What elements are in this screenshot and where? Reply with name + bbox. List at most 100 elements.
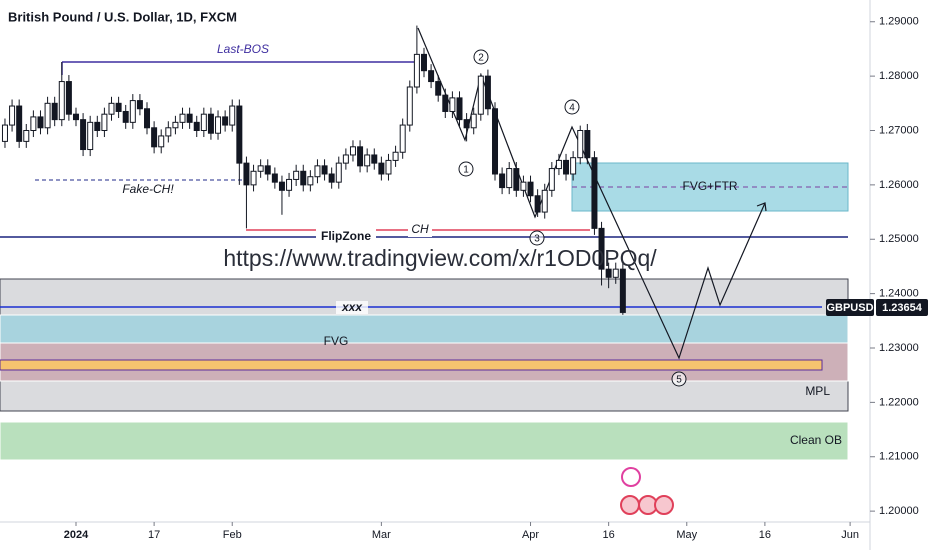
candle-body [492, 108, 499, 175]
label-ch: CH [411, 222, 429, 236]
label-last-bos: Last-BOS [217, 42, 269, 56]
candle-body [619, 268, 626, 313]
candle-body [506, 168, 513, 189]
candle-body [293, 170, 300, 180]
candle-body [243, 162, 250, 186]
candle-body [342, 154, 349, 164]
label-flipzone: FlipZone [321, 229, 371, 243]
candle-body [570, 157, 577, 175]
x-tick-label: Apr [522, 529, 539, 541]
candle-body [591, 157, 598, 229]
candle-body [172, 121, 179, 129]
zone-fvg [0, 314, 849, 344]
candle-body [16, 105, 23, 142]
candle-body [534, 195, 541, 213]
candle-body [300, 170, 307, 186]
last-price-tag [876, 299, 928, 316]
candle-body [158, 135, 165, 148]
candle-body [165, 127, 172, 137]
candle-body [278, 181, 285, 191]
candle-body [72, 113, 79, 121]
candle-body [87, 121, 94, 151]
candle-body [264, 165, 271, 175]
axes: 1.29000 1.28000 1.27000 1.26000 1.25000 1.240… [64, 16, 919, 541]
candle-body [9, 105, 16, 126]
label-xxx: xxx [341, 300, 363, 314]
candle-body [108, 102, 115, 115]
zone-mpl [0, 359, 823, 371]
candle-body [115, 102, 122, 112]
candle-body [420, 53, 427, 72]
candle-body [314, 165, 321, 178]
candle-body [144, 108, 151, 129]
y-tick-label: 1.28000 [879, 70, 919, 82]
candle-body [65, 81, 72, 115]
candle-body [215, 116, 222, 134]
candle-body [527, 181, 534, 197]
candle-body [193, 121, 200, 131]
candle-body [484, 75, 491, 110]
label-fvg-ftr: FVG+FTR [682, 179, 737, 193]
candle-body [222, 116, 229, 126]
candle-body [548, 168, 555, 191]
candle-body [456, 97, 463, 121]
candle-body [428, 70, 435, 83]
label-fake-ch: Fake-CH! [122, 182, 174, 196]
candle-body [385, 159, 392, 175]
symbol-label: GBPUSD [826, 302, 873, 314]
candle-body [463, 119, 470, 129]
candle-body [435, 81, 442, 96]
event-icon[interactable] [654, 495, 674, 515]
wave-circle [564, 99, 580, 115]
label-bg [336, 301, 368, 314]
candle-body [51, 102, 58, 121]
candle-body [250, 170, 257, 186]
label-mpl: MPL [805, 384, 830, 398]
candle-body [563, 159, 570, 175]
event-icon[interactable] [621, 467, 641, 487]
candle-body [335, 162, 342, 183]
candle-body [584, 130, 591, 159]
symbol-tag [826, 299, 874, 316]
candle-body [23, 130, 30, 142]
y-tick-label: 1.27000 [879, 124, 919, 136]
label-clean-ob: Clean OB [790, 433, 842, 447]
wave-label: 1 [463, 165, 469, 176]
y-tick-label: 1.20000 [879, 505, 919, 517]
candle-body [101, 113, 108, 131]
candle-body [307, 176, 314, 186]
candle-body [186, 113, 193, 123]
label-bg [316, 229, 376, 244]
candle-body [58, 81, 65, 121]
wave-label: 4 [569, 103, 575, 114]
watermark-url: https://www.tradingview.com/x/r1OD0PQq/ [223, 245, 657, 271]
y-tick-label: 1.21000 [879, 451, 919, 463]
candle-body [200, 113, 207, 131]
candle-body [605, 268, 612, 278]
wave-label: 3 [534, 234, 540, 245]
x-tick-label: 2024 [64, 529, 89, 541]
candle-body [271, 173, 278, 183]
wave-label: 2 [478, 53, 484, 64]
x-tick-label: Jun [841, 529, 859, 541]
candle-body [179, 113, 186, 123]
candle-body [321, 165, 328, 175]
wave-circle [529, 230, 545, 246]
candle-body [286, 178, 293, 191]
candle-body [328, 173, 335, 183]
candle-body [470, 113, 477, 129]
candle-body [207, 113, 214, 134]
x-tick-label: May [676, 529, 697, 541]
candle-body [236, 105, 243, 164]
wave-markers: 1 2 3 4 5 [458, 49, 687, 387]
x-tick-label: 16 [603, 529, 615, 541]
candle-body [477, 75, 484, 115]
event-icon[interactable] [620, 495, 640, 515]
candle-body [499, 173, 506, 189]
candle-body [136, 100, 143, 110]
candle-body [30, 116, 37, 131]
candle-body [541, 189, 548, 213]
candle-body [413, 53, 420, 88]
label-bg [408, 223, 432, 237]
